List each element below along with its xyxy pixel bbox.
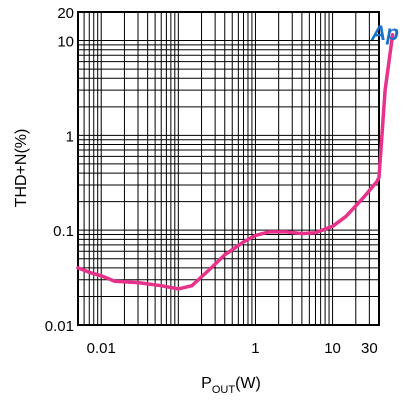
x-axis-label-suffix: (W) [235,375,261,392]
y-tick-label: 0.01 [45,318,74,335]
ap-logo: Ap [370,22,399,45]
tick-labels: 0.01 1 10 30 0.01 0.1 1 10 20 [45,5,378,357]
x-axis-label-main: P [201,375,212,392]
series-line [76,33,395,291]
x-tick-label: 30 [361,340,378,357]
grid [78,12,379,325]
y-tick-label: 20 [57,5,74,22]
x-axis-label: POUT(W) [201,375,261,396]
x-tick-label: 10 [324,340,341,357]
plot-frame [77,11,380,326]
x-axis-label-sub: OUT [212,384,236,396]
y-tick-label: 1 [66,128,74,145]
y-tick-label: 10 [57,34,74,51]
y-tick-label: 0.1 [53,223,74,240]
y-axis-label: THD+N(%) [13,129,30,208]
x-tick-label: 1 [251,340,259,357]
x-tick-label: 0.01 [87,340,116,357]
